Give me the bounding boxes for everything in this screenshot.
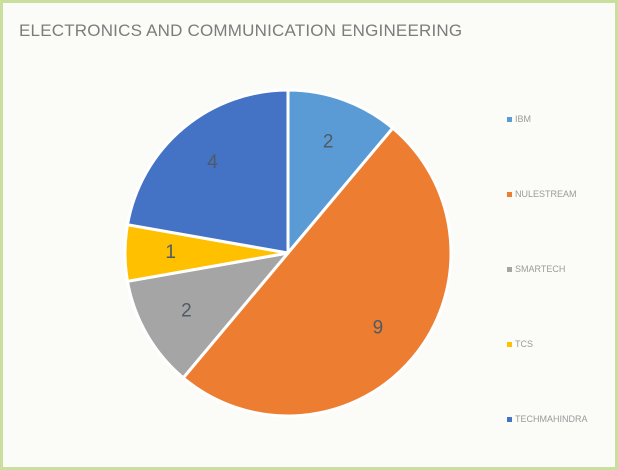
slice-label-techmahindra: 4 [207, 152, 218, 173]
pie-chart: 2 9 2 1 4 [123, 88, 453, 418]
legend-swatch-ibm [507, 116, 512, 122]
legend-swatch-smartech [507, 266, 512, 272]
chart-title: ELECTRONICS AND COMMUNICATION ENGINEERIN… [19, 21, 463, 40]
legend-label-ibm: IBM [515, 114, 532, 124]
slice-label-nulestream: 9 [373, 317, 384, 338]
pie-slice-nulestream [181, 126, 453, 418]
legend-item-smartech: SMARTECH [507, 262, 565, 276]
legend-item-ibm: IBM [507, 112, 531, 126]
legend-item-techmahindra: TECHMAHINDRA [507, 412, 588, 426]
slice-label-smartech: 2 [181, 301, 192, 322]
legend-swatch-techmahindra [507, 416, 512, 422]
legend-swatch-nulestream [507, 191, 512, 197]
pie-slice-smartech [125, 251, 290, 380]
legend-label-nulestream: NULESTREAM [515, 189, 577, 199]
pie-slice-ibm [286, 88, 395, 255]
slice-label-ibm: 2 [323, 132, 334, 153]
legend-label-tcs: TCS [515, 339, 533, 349]
legend-swatch-tcs [507, 341, 512, 347]
legend-label-techmahindra: TECHMAHINDRA [515, 414, 588, 424]
pie-slice-techmahindra [125, 88, 290, 255]
legend-item-tcs: TCS [507, 337, 533, 351]
legend-label-smartech: SMARTECH [515, 264, 566, 274]
legend-item-nulestream: NULESTREAM [507, 187, 577, 201]
slice-label-tcs: 1 [165, 242, 176, 263]
